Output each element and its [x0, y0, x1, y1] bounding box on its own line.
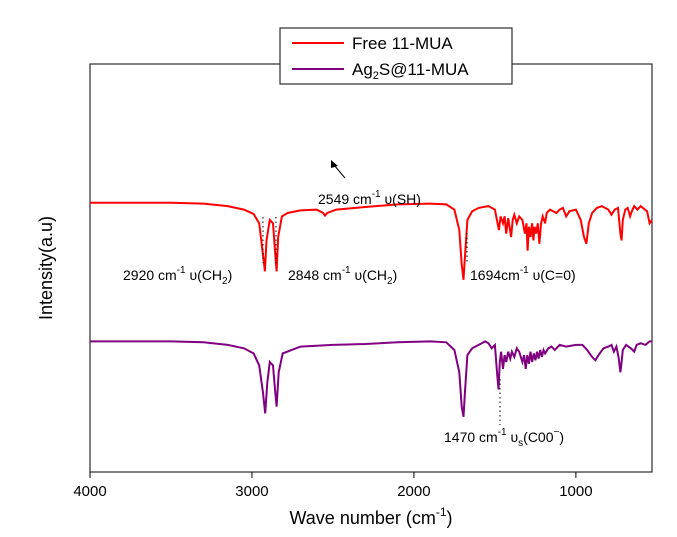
x-tick-label-1000: 1000 [559, 483, 592, 500]
annotation-arrow-2549 [333, 164, 346, 179]
series-line-free-11-mua [90, 201, 653, 280]
annotation-1694: 1694cm-1 υ(C=0) [470, 265, 576, 283]
annotation-1470: 1470 cm-1 υs(C00−) [444, 427, 564, 449]
annotation-2848: 2848 cm-1 υ(CH2) [288, 265, 397, 287]
x-tick-label-3000: 3000 [235, 483, 268, 500]
series-line-ag2s-11-mua [90, 340, 652, 417]
annotation-2920: 2920 cm-1 υ(CH2) [123, 265, 232, 287]
x-tick-label-2000: 2000 [397, 483, 430, 500]
legend-label-free-11-mua: Free 11-MUA [352, 34, 453, 53]
legend-label-ag2s-11-mua: Ag2S@11-MUA [352, 60, 469, 82]
x-tick-label-4000: 4000 [73, 483, 106, 500]
y-axis-title: Intensity(a.u) [36, 216, 56, 320]
annotation-arrowhead-2549 [331, 160, 338, 168]
legend-box [279, 27, 513, 85]
x-axis-ticks: 4000 3000 2000 1000 [73, 472, 593, 500]
annotation-2549: 2549 cm-1 υ(SH) [318, 189, 421, 207]
x-axis-title: Wave number (cm-1) [289, 505, 452, 528]
